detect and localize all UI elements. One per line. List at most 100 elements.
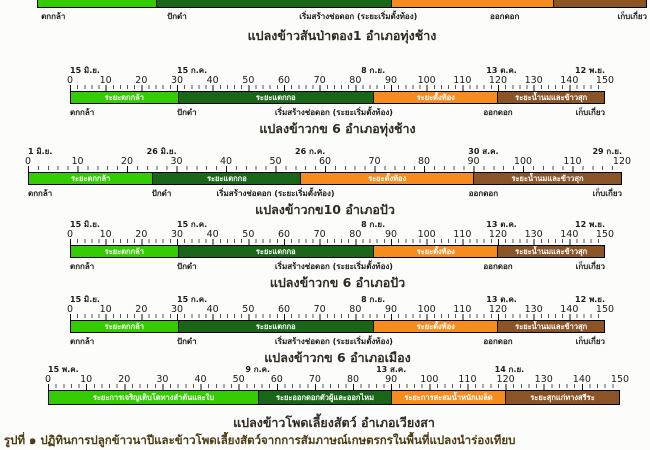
stage-segment-orange: ระยะตั้งท้อง — [300, 173, 473, 184]
axis-tick-label: 10 — [71, 156, 84, 167]
axis-tick-label: 60 — [318, 156, 332, 167]
plot-area: 15 มิ.ย. 15 ก.ค. 8 ก.ย. 13 ต.ค. 12 พ.ย. 0 10 2… — [67, 293, 614, 368]
axis-tick-label: 130 — [534, 374, 553, 385]
axis-tick-label: 100 — [417, 304, 436, 315]
stage-segment-dark_green: ระยะออกดอกตัวผู้และออกไหม — [258, 391, 391, 404]
axis-tick-label: 70 — [308, 374, 321, 385]
stage-segment-dark_green: ระยะแตกกอ — [177, 246, 374, 257]
stage-segment-light_green: ระยะตกกล้า — [71, 246, 178, 257]
date-label: 15 มิ.ย. — [70, 220, 100, 229]
chart-caption: แปลงข้าวกข 6 อำเภอปัว — [269, 275, 406, 290]
axis-tick-label: 0 — [24, 156, 32, 167]
stage-segment-dark_green — [155, 0, 391, 7]
axis-tick-label: 130 — [524, 75, 543, 86]
axis-tick-label: 10 — [80, 374, 93, 385]
date-label: 13 ต.ค. — [486, 220, 517, 229]
axis-ruler — [70, 85, 605, 91]
stage-segment-orange: ระยะตั้งท้อง — [373, 246, 498, 257]
axis-tick-label: 120 — [496, 374, 515, 385]
stage-segment-light_green: ระยะตกกล้า — [29, 173, 153, 184]
stage-label: ปักดำ — [177, 108, 197, 117]
stage-label-row: ตกกล้า ปักดำ เริ่มสร้างช่อดอก (ระยะเริ่มตั… — [28, 185, 622, 198]
date-row: 15 มิ.ย. 15 ก.ค. 8 ก.ย. 13 ต.ค. 12 พ.ย. — [70, 293, 605, 304]
axis-tick-label: 90 — [384, 229, 398, 240]
stage-label: ปักดำ — [151, 189, 172, 198]
axis-tick-label: 30 — [156, 374, 169, 385]
axis-tick-labels: 0 10 20 30 40 50 60 70 80 90 100 110 120 130 140 150 — [67, 304, 614, 315]
axis-tick-label: 140 — [560, 229, 579, 240]
axis-tick-label: 70 — [313, 229, 326, 240]
axis-tick-label: 20 — [135, 75, 148, 86]
chart-kk6-mueang: 15 มิ.ย. 15 ก.ค. 8 ก.ย. 13 ต.ค. 12 พ.ย. 0 10 2… — [0, 293, 650, 368]
axis-tick-label: 90 — [467, 156, 480, 167]
axis-tick-label: 130 — [524, 304, 543, 315]
chart-kk6-thungchang: 15 มิ.ย. 15 ก.ค. 8 ก.ย. 13 ต.ค. 12 พ.ย. 0 10 2… — [0, 64, 650, 139]
chart-kk6-pua: 15 มิ.ย. 15 ก.ค. 8 ก.ย. 13 ต.ค. 12 พ.ย. 0 10 2… — [0, 218, 650, 293]
axis-tick-label: 90 — [384, 304, 398, 315]
axis-tick-label: 130 — [524, 229, 543, 240]
date-label: 26 ก.ค. — [295, 147, 326, 156]
chart-kk10-pua: 1 มิ.ย. 26 มิ.ย. 26 ก.ค. 30 ส.ค. 29 ก.ย. 0 10… — [0, 145, 650, 220]
date-row: 15 มิ.ย. 15 ก.ค. 8 ก.ย. 13 ต.ค. 12 พ.ย. — [70, 218, 605, 229]
date-label: 29 ก.ย. — [592, 147, 622, 156]
date-row: 15 พ.ค. 9 ก.ค. 13 ส.ค. 14 ก.ย. — [48, 363, 620, 374]
stage-segment-brown: ระยะน้ำนมและข้าวสุก — [497, 321, 604, 332]
stage-segment-brown: ระยะน้ำนมและข้าวสุก — [497, 246, 604, 257]
date-label: 26 มิ.ย. — [146, 147, 177, 156]
stage-label: เริ่มสร้างช่อดอก (ระยะเริ่มตั้งท้อง) — [299, 12, 418, 21]
axis-tick-label: 20 — [135, 229, 148, 240]
stage-label: ออกดอก — [483, 337, 513, 346]
axis-ruler — [48, 384, 620, 390]
stage-bar: ระยะการเจริญเติบโตทางลำต้นและใบ ระยะออกดอ… — [48, 390, 620, 405]
plot-area: 1 มิ.ย. 26 มิ.ย. 26 ก.ค. 30 ส.ค. 29 ก.ย. 0 10… — [24, 145, 631, 220]
axis-tick-label: 140 — [572, 374, 591, 385]
axis-ruler — [70, 314, 605, 320]
axis-tick-label: 150 — [595, 75, 615, 86]
stage-label: เริ่มสร้างช่อดอก (ระยะเริ่มตั้งท้อง) — [274, 337, 393, 346]
date-label: 12 พ.ย. — [575, 220, 605, 229]
axis-tick-label: 110 — [453, 75, 472, 86]
figure-caption: รูปที่ ๑ ปฏิทินการปลูกข้าวนาปีและข้าวโพด… — [4, 433, 516, 447]
axis-tick-label: 40 — [194, 374, 207, 385]
chart-sanpatong1-thungchang: ตกกล้า ปักดำ เริ่มสร้างช่อดอก (ระยะเริ่มตั… — [0, 0, 650, 46]
axis-tick-label: 70 — [313, 304, 326, 315]
axis-tick-label: 70 — [368, 156, 381, 167]
axis-tick-label: 40 — [219, 156, 233, 167]
date-label: 30 ส.ค. — [468, 147, 499, 156]
stage-label: เก็บเกี่ยว — [575, 262, 605, 271]
axis-tick-label: 50 — [242, 75, 255, 86]
axis-tick-label: 140 — [560, 75, 579, 86]
axis-tick-label: 70 — [313, 75, 326, 86]
axis-tick-label: 50 — [242, 304, 255, 315]
stage-label: ตกกล้า — [28, 189, 53, 198]
axis-tick-labels: 0 10 20 30 40 50 60 70 80 90 100 110 120 130 140 150 — [67, 75, 614, 86]
axis-tick-label: 120 — [488, 229, 508, 240]
axis-tick-label: 10 — [99, 229, 112, 240]
date-label: 12 พ.ย. — [575, 295, 605, 304]
stage-segment-light_green: ระยะตกกล้า — [71, 92, 178, 103]
stage-segment-brown: ระยะน้ำนมและข้าวสุก — [473, 173, 621, 184]
stage-segment-brown: ระยะน้ำนมและข้าวสุก — [497, 92, 604, 103]
axis-tick-label: 100 — [417, 229, 436, 240]
stage-label: ตกกล้า — [41, 12, 66, 21]
stage-label: ออกดอก — [483, 262, 513, 271]
axis-tick-label: 80 — [349, 229, 362, 240]
stage-label: ปักดำ — [167, 12, 187, 21]
date-label: 9 ก.ค. — [245, 365, 271, 374]
axis-tick-label: 10 — [99, 304, 112, 315]
stage-segment-orange: ระยะตั้งท้อง — [373, 321, 498, 332]
axis-tick-label: 30 — [170, 156, 183, 167]
axis-tick-label: 110 — [458, 374, 477, 385]
stage-label-row: ตกกล้า ปักดำ เริ่มสร้างช่อดอก (ระยะเริ่มตั… — [70, 258, 605, 271]
axis-tick-label: 30 — [170, 229, 184, 240]
axis-tick-label: 50 — [232, 374, 245, 385]
axis-ruler — [28, 166, 622, 172]
chart-caption: แปลงข้าวกข 6 อำเภอเมือง — [264, 350, 411, 365]
stage-label: ตกกล้า — [70, 108, 95, 117]
stage-bar: ระยะตกกล้า ระยะแตกกอ ระยะตั้งท้อง ระยะน้ำนม… — [70, 91, 605, 104]
axis-tick-label: 150 — [595, 229, 615, 240]
date-row: 15 มิ.ย. 15 ก.ค. 8 ก.ย. 13 ต.ค. 12 พ.ย. — [70, 64, 605, 75]
axis-tick-label: 50 — [242, 229, 255, 240]
chart-maize-wiangsa: 15 พ.ค. 9 ก.ค. 13 ส.ค. 14 ก.ย. 0 10 20 30 40 50 6… — [0, 363, 650, 433]
stage-label: เก็บเกี่ยว — [575, 337, 605, 346]
